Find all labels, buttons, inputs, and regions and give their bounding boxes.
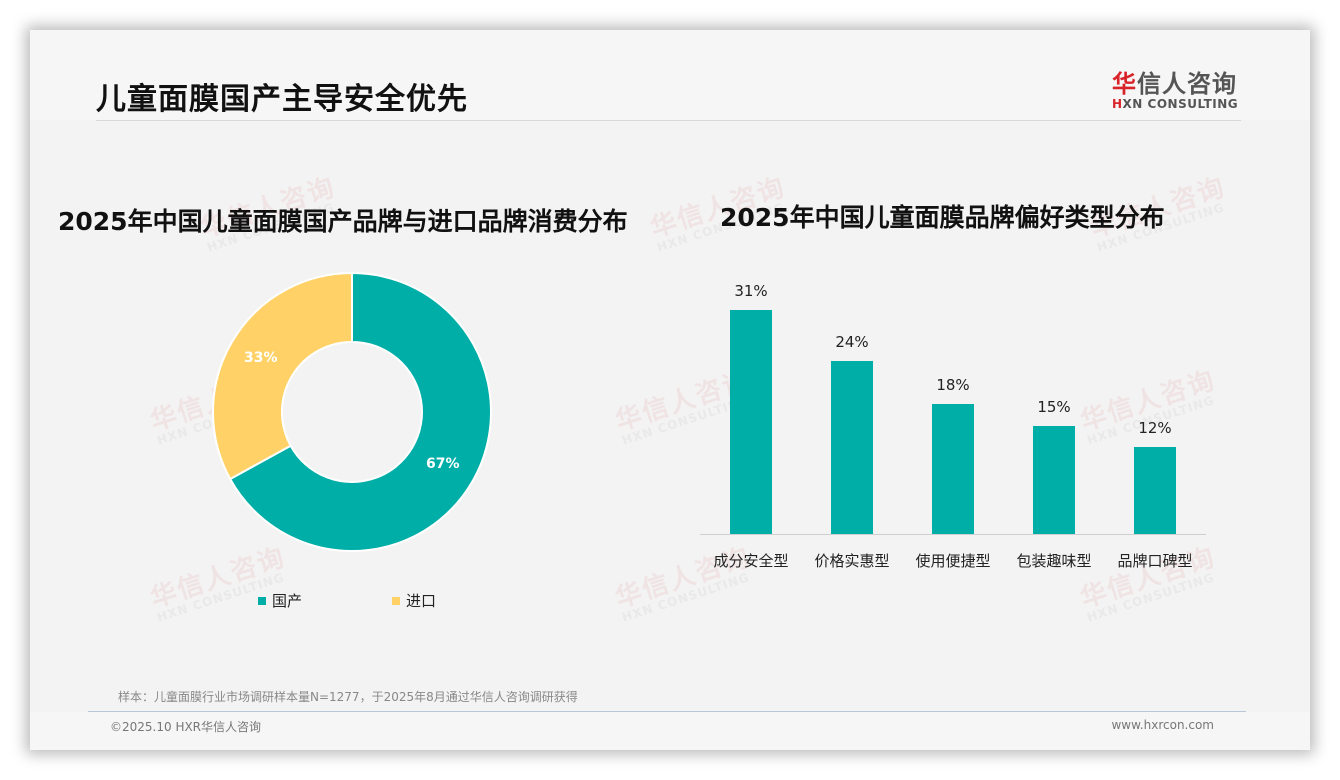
bar-chart: 31% 成分安全型 24% 价格实惠型 18% 使用便捷型 15% 包装趣味型 12% 品牌口碑型	[700, 282, 1206, 585]
logo-accent: 华	[1112, 70, 1137, 98]
legend-item-domestic: 国产	[258, 590, 302, 611]
legend-swatch-icon	[258, 596, 266, 605]
website-link[interactable]: www.hxrcon.com	[1111, 718, 1214, 732]
donut-label-domestic: 67%	[426, 456, 460, 472]
bar	[1033, 426, 1075, 534]
donut-chart-title: 2025年中国儿童面膜国产品牌与进口品牌消费分布	[58, 207, 628, 236]
bar-value-label: 15%	[1037, 398, 1071, 416]
bar	[831, 361, 873, 534]
x-axis-category-label: 包装趣味型	[1016, 552, 1092, 570]
page-title: 儿童面膜国产主导安全优先	[96, 82, 468, 117]
header-band	[30, 30, 1310, 120]
bar-chart-title: 2025年中国儿童面膜品牌偏好类型分布	[720, 203, 1165, 232]
donut-svg	[212, 271, 492, 552]
x-axis-category-label: 价格实惠型	[814, 552, 890, 570]
donut-chart: 67% 33%	[212, 271, 492, 552]
bar	[932, 404, 974, 534]
x-axis-line	[700, 534, 1206, 535]
legend-label: 进口	[406, 592, 437, 610]
logo-en-text: XN CONSULTING	[1122, 97, 1239, 111]
footer-band	[30, 712, 1310, 750]
bar-value-label: 12%	[1138, 419, 1172, 437]
title-divider	[96, 120, 1241, 121]
bar-value-label: 31%	[734, 282, 768, 300]
footer-divider	[88, 711, 1246, 712]
x-axis-category-label: 成分安全型	[713, 552, 789, 570]
x-axis-category-label: 使用便捷型	[915, 552, 991, 570]
bar	[730, 310, 772, 534]
brand-logo: 华信人咨询 HXN CONSULTING	[1112, 64, 1242, 111]
logo-en-accent: H	[1112, 97, 1123, 111]
bar-value-label: 24%	[835, 333, 869, 351]
logo-cn-text: 信人咨询	[1137, 70, 1237, 98]
bar	[1134, 447, 1176, 534]
legend-item-import: 进口	[392, 590, 436, 611]
legend-swatch-icon	[392, 596, 400, 605]
copyright: ©2025.10 HXR华信人咨询	[110, 720, 262, 734]
legend-label: 国产	[272, 592, 303, 610]
sample-note: 样本：儿童面膜行业市场调研样本量N=1277，于2025年8月通过华信人咨询调研…	[118, 690, 578, 704]
donut-segment-1	[212, 271, 353, 481]
donut-segment-0	[228, 271, 492, 552]
donut-label-import: 33%	[244, 350, 278, 366]
x-axis-category-label: 品牌口碑型	[1117, 552, 1193, 570]
bar-value-label: 18%	[936, 376, 970, 394]
